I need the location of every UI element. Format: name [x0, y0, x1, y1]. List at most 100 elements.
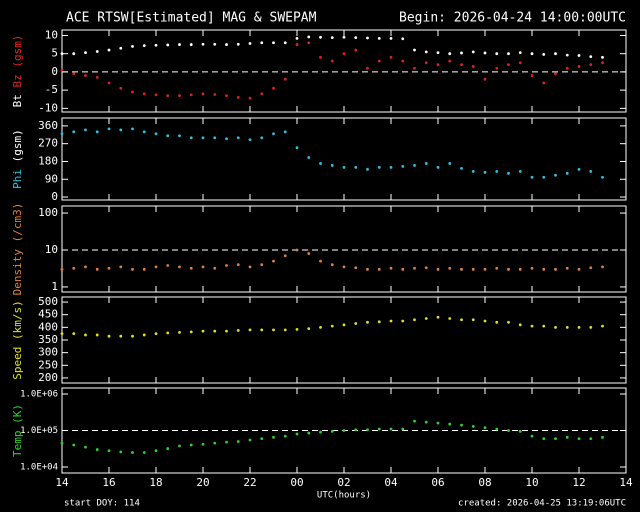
data-point: [131, 90, 134, 94]
data-point: [366, 167, 369, 171]
data-point: [424, 266, 428, 270]
data-point: [201, 329, 205, 333]
data-point: [389, 319, 393, 323]
data-point: [213, 329, 217, 333]
y-tick-label: 0: [51, 190, 58, 203]
data-point: [95, 50, 99, 53]
data-point: [178, 265, 181, 269]
data-point: [377, 320, 381, 324]
data-point: [436, 51, 440, 54]
data-point: [495, 52, 499, 56]
data-point: [107, 266, 111, 270]
data-point: [436, 315, 440, 319]
y-axis-label: Temp (K): [11, 404, 24, 457]
data-point: [107, 334, 111, 338]
data-point: [507, 52, 510, 56]
data-point: [213, 42, 217, 46]
data-point: [483, 170, 487, 174]
data-point: [518, 323, 522, 327]
data-point: [142, 44, 146, 48]
y-axis-label-part: Phi: [11, 162, 24, 189]
data-point: [131, 267, 134, 271]
data-point: [460, 63, 463, 67]
data-point: [413, 164, 416, 167]
data-point: [401, 427, 405, 431]
data-point: [166, 134, 170, 138]
data-point: [542, 437, 546, 440]
y-axis-label-part: (gsm): [11, 129, 24, 162]
data-point: [495, 66, 499, 70]
x-tick-label: 12: [572, 476, 585, 489]
data-point: [201, 442, 205, 446]
data-point: [178, 331, 181, 334]
data-point: [260, 263, 264, 267]
data-point: [483, 319, 487, 323]
y-tick-label: 1.0E+04: [20, 463, 58, 473]
data-point: [295, 327, 299, 331]
panel-frame: [61, 296, 627, 384]
data-point: [213, 441, 217, 445]
chart-title: ACE RTSW[Estimated] MAG & SWEPAM: [66, 11, 317, 26]
data-point: [131, 45, 134, 48]
y-tick-label: 500: [38, 295, 58, 308]
data-point: [201, 92, 205, 96]
data-point: [377, 165, 381, 169]
data-point: [495, 427, 499, 431]
data-point: [72, 130, 76, 134]
data-point: [201, 265, 205, 269]
data-point: [342, 35, 346, 39]
data-point: [107, 449, 111, 453]
data-point: [272, 435, 275, 439]
data-point: [530, 266, 534, 270]
data-point: [589, 266, 593, 270]
data-point: [72, 332, 76, 336]
x-axis-label: UTC(hours): [317, 491, 371, 501]
data-point: [507, 171, 510, 175]
data-point: [178, 43, 181, 46]
data-point: [307, 41, 311, 45]
data-point: [260, 92, 264, 96]
data-point: [589, 55, 593, 59]
data-point: [377, 267, 381, 271]
y-tick-label: 100: [38, 206, 58, 219]
data-point: [460, 423, 463, 427]
data-point: [236, 328, 240, 332]
data-point: [248, 328, 252, 332]
data-point: [166, 94, 170, 97]
data-point: [178, 134, 181, 138]
data-point: [330, 36, 334, 40]
data-point: [307, 431, 311, 435]
data-point: [366, 267, 369, 271]
data-point: [507, 429, 510, 432]
data-point: [354, 266, 358, 270]
data-point: [154, 265, 158, 269]
data-point: [248, 42, 252, 45]
data-point: [119, 86, 123, 90]
data-point: [84, 51, 87, 54]
data-point: [107, 127, 111, 131]
data-point: [377, 59, 381, 63]
data-point: [166, 331, 170, 335]
data-point: [131, 451, 134, 454]
data-point: [272, 132, 275, 136]
data-point: [166, 264, 170, 267]
data-point: [518, 51, 522, 54]
data-point: [471, 267, 475, 271]
data-point: [84, 128, 87, 132]
data-point: [342, 323, 346, 327]
data-point: [236, 136, 240, 140]
data-point: [424, 317, 428, 320]
data-point: [530, 175, 534, 179]
data-point: [189, 330, 193, 334]
x-tick-label: 18: [149, 476, 162, 489]
data-point: [542, 53, 546, 56]
data-point: [225, 264, 228, 267]
data-point: [389, 36, 393, 40]
data-point: [260, 136, 264, 140]
x-tick-label: 08: [478, 476, 491, 489]
data-point: [213, 136, 217, 140]
data-point: [342, 52, 346, 56]
data-point: [225, 137, 228, 141]
start-doy: start DOY: 114: [64, 499, 140, 509]
